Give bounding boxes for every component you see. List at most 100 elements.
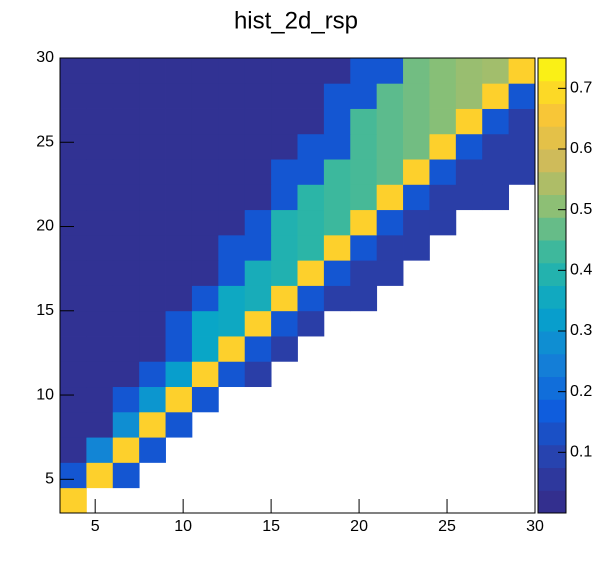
- heatmap-cell: [191, 108, 219, 135]
- heatmap-cell: [165, 411, 193, 438]
- heatmap-cell: [323, 159, 351, 185]
- heatmap-cell: [86, 336, 114, 362]
- y-tick-label: 5: [45, 471, 54, 488]
- x-tick-label: 25: [438, 518, 456, 535]
- heatmap-cell: [191, 58, 219, 84]
- heatmap-cell: [297, 209, 325, 236]
- colorbar-swatch: [538, 444, 566, 468]
- heatmap-cell: [60, 310, 87, 337]
- heatmap-cell: [165, 83, 193, 109]
- heatmap-cell: [429, 58, 457, 84]
- heatmap-cell: [60, 437, 87, 463]
- z-tick-label: 0.3: [570, 322, 592, 339]
- heatmap-cell: [218, 133, 246, 160]
- heatmap-cell: [86, 462, 114, 489]
- heatmap-cell: [165, 336, 193, 362]
- heatmap-cell: [403, 184, 430, 211]
- heatmap-cell: [271, 336, 298, 362]
- heatmap-cell: [86, 184, 114, 211]
- heatmap-cell: [429, 133, 457, 160]
- heatmap-cell: [244, 310, 272, 337]
- heatmap-cell: [139, 336, 166, 362]
- heatmap-cell: [508, 58, 536, 84]
- heatmap-cell: [271, 83, 298, 109]
- heatmap-cell: [323, 83, 351, 109]
- heatmap-cell: [139, 209, 166, 236]
- heatmap-cell: [218, 58, 246, 84]
- heatmap-cell: [244, 108, 272, 135]
- heatmap-cell: [139, 437, 166, 463]
- heatmap-cell: [112, 234, 140, 261]
- heatmap-cell: [60, 83, 87, 109]
- plot-frame: [59, 57, 536, 514]
- heatmap-cell: [165, 133, 193, 160]
- heatmap-cell: [482, 108, 510, 135]
- heatmap-cell: [86, 58, 114, 84]
- heatmap-cell: [323, 58, 351, 84]
- heatmap-cell: [112, 386, 140, 413]
- heatmap-cell: [244, 159, 272, 185]
- heatmap-cell: [191, 285, 219, 312]
- heatmap-cell: [323, 260, 351, 286]
- heatmap-cell: [191, 260, 219, 286]
- heatmap-cell: [112, 184, 140, 211]
- heatmap-cell: [86, 159, 114, 185]
- x-tick-label: 15: [262, 518, 280, 535]
- colorbar-swatch: [538, 262, 566, 286]
- heatmap-cell: [429, 83, 457, 109]
- y-tick-label: 15: [36, 302, 54, 319]
- heatmap-cell: [112, 108, 140, 135]
- heatmap-cell: [376, 184, 404, 211]
- heatmap-cell: [350, 133, 378, 160]
- y-tick-label: 25: [36, 133, 54, 150]
- heatmap-cell: [86, 209, 114, 236]
- heatmap-cell: [244, 260, 272, 286]
- y-tick-label: 30: [36, 49, 54, 66]
- heatmap-cell: [297, 133, 325, 160]
- heatmap-cell: [165, 361, 193, 388]
- heatmap-cell: [60, 411, 87, 438]
- heatmap-cell: [271, 108, 298, 135]
- z-tick-label: 0.4: [570, 262, 592, 279]
- heatmap-cell: [86, 133, 114, 160]
- heatmap-cell: [455, 159, 483, 185]
- heatmap-cell: [191, 361, 219, 388]
- heatmap-cell: [376, 260, 404, 286]
- heatmap-cell: [482, 159, 510, 185]
- colorbar-swatch: [538, 353, 566, 377]
- heatmap-cell: [60, 285, 87, 312]
- heatmap-cell: [297, 234, 325, 261]
- heatmap-cell: [403, 234, 430, 261]
- heatmap-cell: [165, 58, 193, 84]
- x-tick-label: 20: [350, 518, 368, 535]
- heatmap-cell: [60, 462, 87, 489]
- heatmap-cell: [112, 336, 140, 362]
- heatmap-cell: [165, 184, 193, 211]
- heatmap-cell: [218, 108, 246, 135]
- heatmap-cell: [218, 83, 246, 109]
- colorbar-swatch: [538, 240, 566, 264]
- heatmap-cell: [218, 336, 246, 362]
- heatmap-cell: [455, 58, 483, 84]
- heatmap-cell: [403, 58, 430, 84]
- heatmap-cell: [323, 285, 351, 312]
- heatmap-cell: [297, 310, 325, 337]
- heatmap-cell: [455, 108, 483, 135]
- colorbar-swatch: [538, 58, 566, 82]
- heatmap-cell: [139, 411, 166, 438]
- heatmap-cell: [297, 83, 325, 109]
- heatmap: [60, 58, 536, 514]
- heatmap-cell: [244, 285, 272, 312]
- heatmap-cell: [350, 58, 378, 84]
- heatmap-cell: [191, 336, 219, 362]
- z-tick-label: 0.6: [570, 140, 592, 157]
- colorbar-swatch: [538, 422, 566, 446]
- heatmap-cell: [350, 234, 378, 261]
- heatmap-cell: [60, 386, 87, 413]
- colorbar-swatch: [538, 103, 566, 127]
- heatmap-cell: [112, 58, 140, 84]
- heatmap-cell: [508, 83, 536, 109]
- heatmap-cell: [218, 260, 246, 286]
- heatmap-cell: [429, 209, 457, 236]
